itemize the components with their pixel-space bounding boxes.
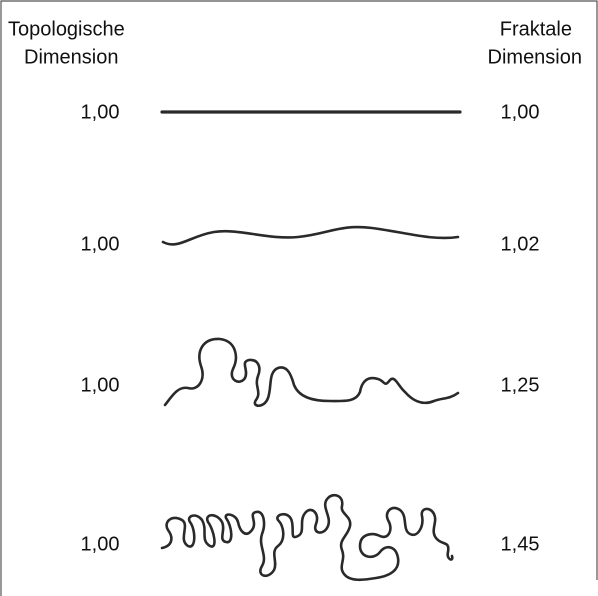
fractal-dimension: 1,02 xyxy=(501,233,540,255)
topological-dimension: 1,00 xyxy=(81,374,120,396)
header-left-line: Dimension xyxy=(24,46,118,68)
rough-line xyxy=(163,337,460,408)
fractal-dimension: 1,00 xyxy=(501,101,540,123)
slightly-wavy-line xyxy=(161,225,460,246)
topological-dimension: 1,00 xyxy=(81,533,120,555)
header-right-line: Fraktale xyxy=(500,18,572,40)
topological-dimension: 1,00 xyxy=(81,101,120,123)
header-left-line: Topologische xyxy=(8,18,125,40)
fractal-dimension: 1,45 xyxy=(501,533,540,555)
fractal-dimension: 1,25 xyxy=(501,374,540,396)
topological-dimension: 1,00 xyxy=(81,233,120,255)
very-rough-line xyxy=(160,493,454,582)
header-right-line: Dimension xyxy=(488,46,582,68)
